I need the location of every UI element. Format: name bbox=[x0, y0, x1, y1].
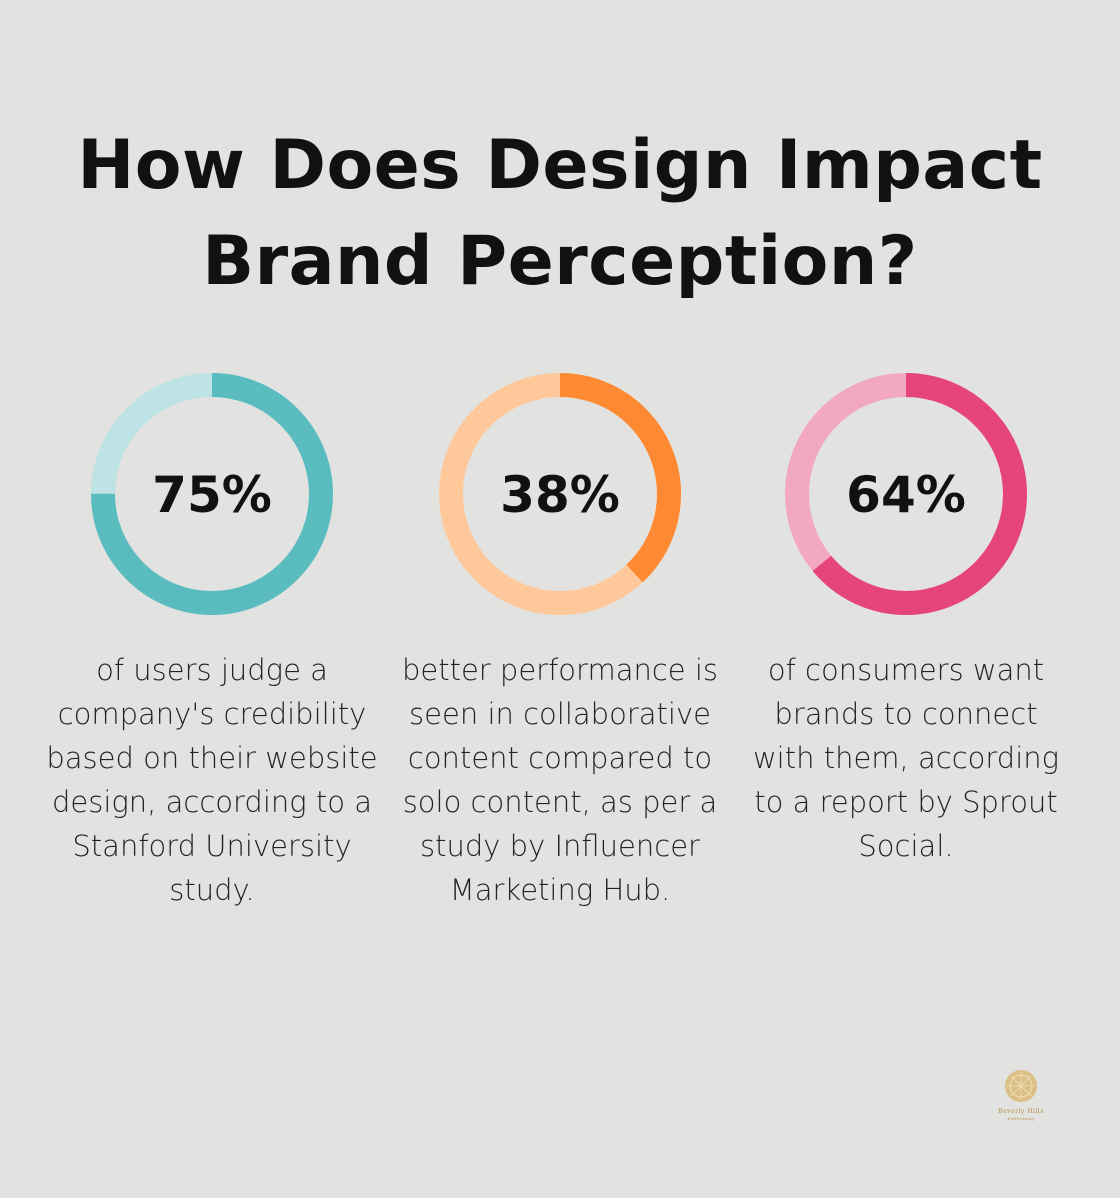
stat-description: of users judge a company's credibility b… bbox=[46, 653, 378, 907]
donut-chart-1: 75% bbox=[91, 373, 333, 615]
donut-value-arc bbox=[91, 373, 333, 615]
stat-card-1: 75% of users judge a company's credibili… bbox=[42, 372, 382, 912]
stat-description: of consumers want brands to connect with… bbox=[752, 653, 1060, 863]
donut-percent-label: 64% bbox=[846, 466, 966, 524]
donut-percent-label: 75% bbox=[152, 466, 272, 524]
donut-percent-label: 38% bbox=[500, 466, 620, 524]
stat-card-3: 64% of consumers want brands to connect … bbox=[736, 372, 1076, 868]
stat-description: better performance is seen in collaborat… bbox=[401, 653, 719, 907]
logo-text: Beverly Hills Publishing bbox=[998, 1108, 1044, 1121]
stat-card-2: 38% better performance is seen in collab… bbox=[390, 372, 730, 912]
donut-chart-2: 38% bbox=[439, 373, 681, 615]
donut-value-arc bbox=[439, 373, 681, 615]
donut-chart-3: 64% bbox=[785, 373, 1027, 615]
brand-logo: Beverly Hills Publishing bbox=[985, 1068, 1057, 1122]
donut-value-arc bbox=[785, 373, 1027, 615]
page-title: How Does Design Impact Brand Perception? bbox=[77, 126, 1043, 301]
logo-emblem-icon bbox=[1005, 1070, 1037, 1102]
